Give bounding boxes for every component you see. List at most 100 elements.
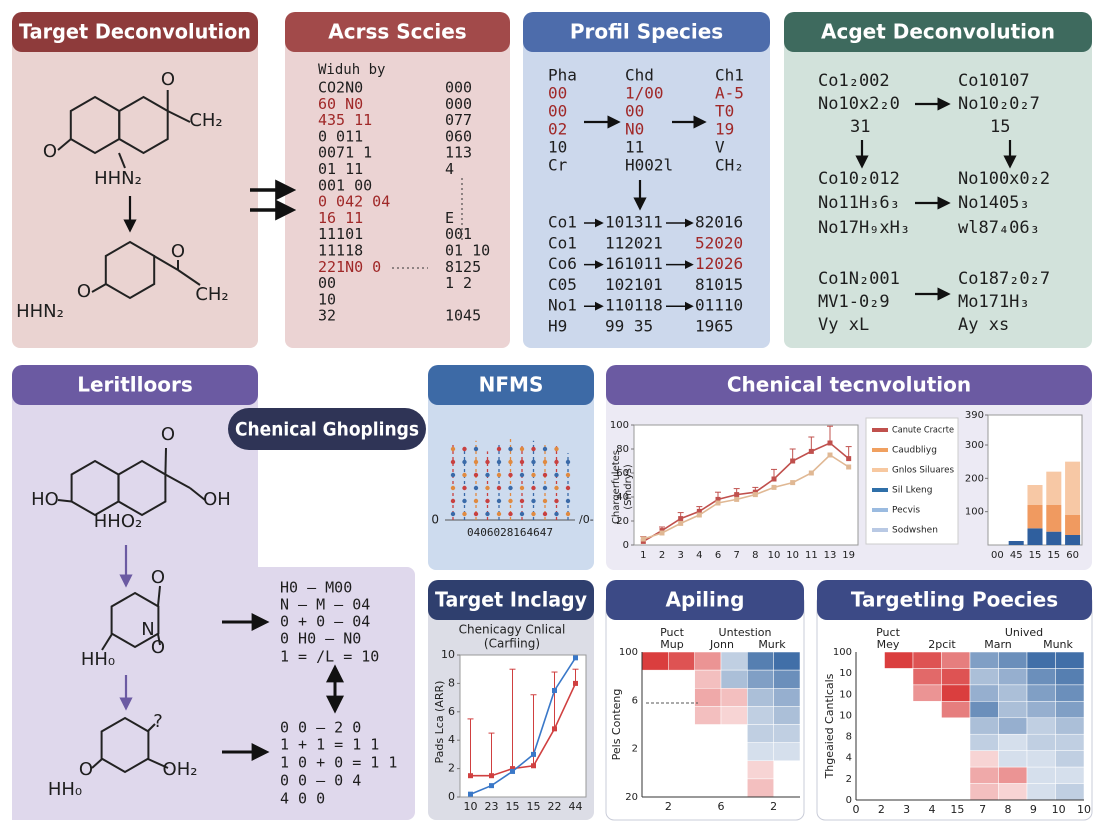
heat-cell [747,760,774,780]
legend-label: Canute Cracrte [892,426,954,436]
table-cell: 112021 [605,233,663,252]
stem-dot [519,472,525,478]
equation: 1 0 + 0 = 1 1 [280,754,397,772]
heat-cell [969,717,999,735]
stem-dot [519,511,525,517]
y-tick-label: 8 [448,676,455,689]
panel-body [285,26,510,348]
atom-label: HO [31,489,59,510]
point [468,773,473,779]
panel-header [428,580,594,620]
x-tick-label: 2 [665,800,672,813]
x-tick-label: 22 [548,800,562,813]
x-tick-label: 4 [696,550,702,561]
legend-label: Sil Lkeng [892,486,932,496]
axis-note: /0- [579,513,594,526]
table-cell: 1965 [695,317,734,336]
y-tick-label: 4 [846,753,852,764]
stem-dot [508,498,513,504]
x-tick-label: 10 [464,800,478,813]
heat-cell [773,688,801,707]
point [808,448,814,454]
point [531,751,536,757]
point [827,452,833,458]
x-tick-label: 10 [1052,803,1066,816]
atom-label: O [161,424,175,445]
y-tick-label: 100 [965,507,984,518]
legend-swatch [872,428,888,432]
table-cell: 01 10 [445,242,490,260]
point [678,516,684,522]
stem-dot [485,511,490,517]
stem-dot [496,498,502,504]
y-tick-label: 20 [616,516,629,527]
heat-cell [969,684,999,702]
x-tick-label: 11 [805,550,818,561]
x-tick-label: 15 [950,803,964,816]
heat-cell [641,651,669,671]
x-tick-label: 6 [718,800,725,813]
table-cell: 101311 [605,213,663,232]
atom-label: O [161,69,175,90]
bar-segment [1065,515,1081,535]
table-cell: 81015 [695,275,743,294]
stem-dot [565,485,571,491]
stem-dot [519,498,525,504]
series-line [642,442,850,543]
atom-label: ? [153,711,163,732]
bar-segment [1046,471,1062,505]
legend-label: Gnlos Siluares [892,466,954,476]
y-tick-label: 100 [619,647,638,658]
bond [91,758,103,769]
table-cell: 161011 [605,254,663,273]
point [846,456,852,462]
heat-cell [969,783,999,801]
stem-dot [531,446,536,452]
y-tick-label: 0 [623,540,629,551]
point [552,726,557,732]
stem-dot [450,472,456,478]
stem-dot [508,446,513,452]
heat-cell [1026,684,1056,702]
stem-dot [496,472,502,478]
table-cell: 00 [548,102,567,121]
y-tick-label: 2 [632,744,638,755]
stem-dot [462,472,467,478]
heat-cell [941,668,971,686]
legend-label: Sodwshen [892,526,938,536]
x-tick-label: 6 [715,550,721,561]
heat-cell [1026,701,1056,719]
heat-cell [941,684,971,702]
table-cell: Pha [548,66,577,85]
equation: 0 0 — 0 4 [280,772,361,790]
column-header: Puct [876,626,900,639]
table-cell: 1/00 [625,84,664,103]
bar-segment [1046,531,1062,545]
table-cell: 19 [715,120,734,139]
equation: 1 + 1 = 1 1 [280,736,379,754]
point [552,688,557,693]
stem-dot [485,472,490,478]
panel-header [784,12,1092,52]
bar-segment [1027,528,1043,545]
stem-dot [531,511,536,517]
atom-label: O [79,759,93,780]
bond [164,447,167,475]
y-tick-label: 6 [632,695,638,706]
panel-header [606,365,1092,405]
y-axis-label: (Smdrys) [623,464,634,510]
heat-cell [1026,668,1056,686]
point [771,476,777,482]
heat-cell [969,750,999,768]
bar-segment [1065,461,1081,515]
y-axis-label: Chargerfuletes [611,450,622,524]
panel-header [817,580,1092,620]
heat-cell [720,669,748,689]
table-cell: No10₂0₂7 [958,94,1040,114]
atom-label: CH₂ [189,110,222,131]
table-cell: 01110 [695,296,743,315]
x-tick-label: 3 [677,550,683,561]
table-cell: 000 [445,95,472,113]
stem-dot [450,446,456,452]
y-tick-label: 2 [448,762,455,775]
